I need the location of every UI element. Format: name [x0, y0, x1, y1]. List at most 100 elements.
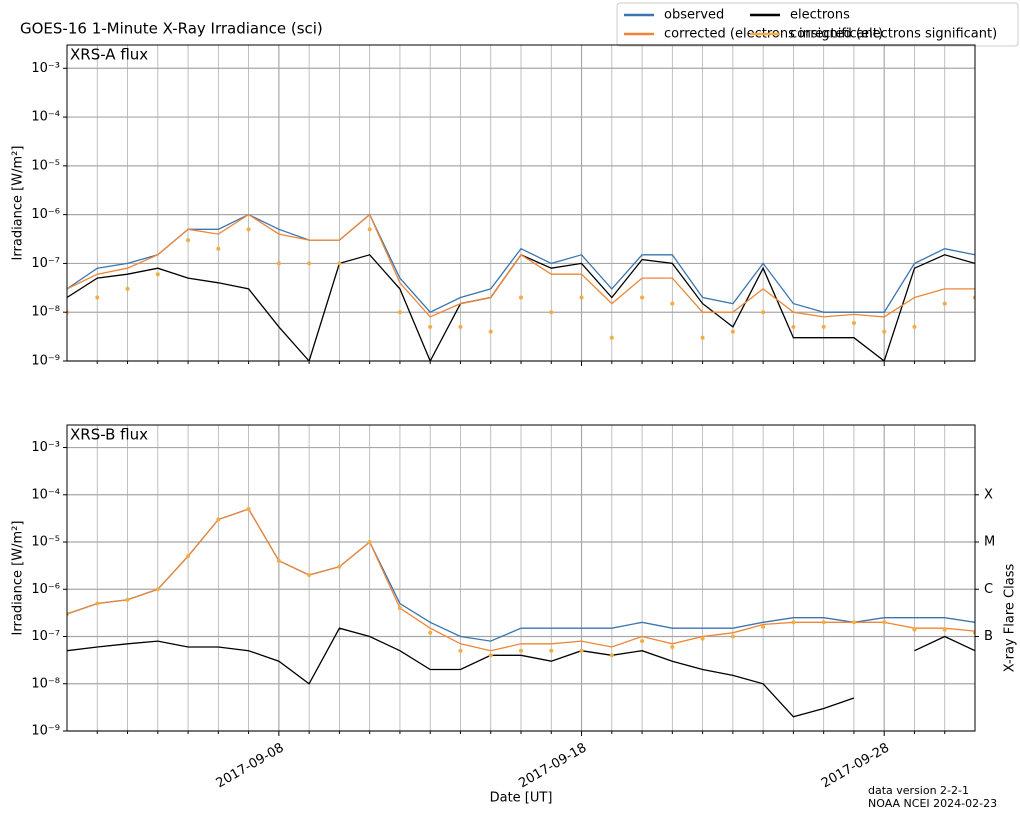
data-point	[216, 517, 221, 522]
plot-area	[67, 213, 975, 361]
y2-tick-label: M	[984, 535, 995, 550]
y-tick-label: 10⁻⁴	[31, 487, 60, 502]
data-point	[851, 620, 856, 625]
data-point	[519, 295, 523, 300]
panel-label: XRS-B flux	[70, 426, 148, 444]
data-point	[276, 261, 281, 266]
data-point	[700, 335, 705, 340]
data-point	[640, 295, 645, 300]
data-point	[670, 644, 675, 649]
series-line	[67, 213, 975, 318]
data-point	[579, 648, 584, 653]
series-line	[67, 627, 975, 718]
data-point	[488, 329, 493, 334]
data-point	[428, 324, 433, 329]
data-point	[609, 335, 614, 340]
data-point	[307, 261, 312, 266]
x-tick-label: 2017-09-08	[214, 741, 287, 792]
data-point	[397, 606, 402, 611]
data-point	[670, 301, 675, 306]
legend-box	[616, 2, 1019, 47]
data-point	[246, 227, 251, 232]
data-point	[882, 620, 887, 625]
data-point	[186, 238, 191, 243]
data-point	[216, 246, 221, 251]
data-point	[549, 648, 554, 653]
y-tick-label: 10⁻⁸	[31, 305, 60, 320]
data-point	[307, 573, 312, 578]
x-tick-label: 2017-09-18	[516, 741, 589, 792]
data-point	[851, 321, 856, 326]
data-point	[761, 624, 766, 629]
y-tick-label: 10⁻⁶	[31, 582, 60, 597]
legend-label: observed	[664, 8, 724, 23]
y-tick-label: 10⁻³	[31, 61, 60, 76]
plot-area	[67, 507, 975, 718]
panel-label: XRS-A flux	[70, 46, 148, 64]
data-point	[95, 601, 100, 606]
data-point	[942, 301, 947, 306]
y-tick-label: 10⁻³	[31, 440, 60, 455]
y2-tick-label: X	[984, 487, 993, 502]
series-line	[67, 213, 975, 313]
footer-line: NOAA NCEI 2024-02-23	[868, 797, 997, 810]
data-point	[428, 630, 433, 635]
y2-tick-label: B	[984, 629, 993, 644]
data-point	[519, 648, 523, 653]
data-point	[397, 310, 402, 315]
y2-axis-label: X-ray Flare Class	[1003, 564, 1018, 673]
y-tick-label: 10⁻⁷	[31, 256, 60, 271]
footer-line: data version 2-2-1	[868, 784, 969, 797]
data-point	[912, 627, 917, 632]
data-point	[579, 295, 584, 300]
data-point	[549, 310, 554, 315]
legend-label: corrected (electrons significant)	[790, 27, 997, 42]
data-point	[125, 597, 130, 602]
data-point	[155, 587, 160, 592]
y-axis-label: Irradiance [W/m²]	[11, 146, 26, 261]
data-point	[337, 261, 342, 266]
data-point	[791, 620, 796, 625]
data-point	[246, 507, 251, 512]
data-point	[821, 324, 826, 329]
y-tick-label: 10⁻⁵	[31, 158, 60, 173]
figure-title: GOES-16 1-Minute X-Ray Irradiance (sci)	[20, 20, 323, 38]
data-point	[125, 286, 130, 291]
y2-tick-label: C	[984, 582, 993, 597]
y-tick-label: 10⁻⁹	[31, 724, 60, 739]
data-point	[609, 653, 614, 658]
data-point	[821, 620, 826, 625]
data-point	[640, 639, 645, 644]
data-point	[761, 310, 766, 315]
data-point	[488, 653, 493, 658]
y-tick-label: 10⁻⁷	[31, 629, 60, 644]
data-point	[458, 648, 463, 653]
data-point	[95, 295, 100, 300]
data-point	[186, 554, 191, 559]
data-point	[367, 540, 372, 545]
data-point	[367, 227, 372, 232]
data-point	[730, 634, 735, 639]
data-point	[276, 558, 281, 563]
data-point	[337, 564, 342, 569]
axes-frame	[66, 44, 976, 362]
axes-frame	[66, 424, 976, 732]
y-axis-label: Irradiance [W/m²]	[11, 521, 26, 636]
data-point	[912, 324, 917, 329]
y-tick-label: 10⁻⁹	[31, 354, 60, 369]
data-point	[155, 272, 160, 277]
data-point	[700, 636, 705, 641]
data-point	[882, 329, 887, 334]
data-point	[942, 627, 947, 632]
y-tick-label: 10⁻⁸	[31, 676, 60, 691]
y-tick-label: 10⁻⁶	[31, 207, 60, 222]
y-tick-label: 10⁻⁵	[31, 535, 60, 550]
legend-label: electrons	[790, 8, 850, 23]
data-point	[791, 324, 796, 329]
x-axis-label: Date [UT]	[490, 791, 553, 806]
data-point	[730, 329, 735, 334]
y-tick-label: 10⁻⁴	[31, 110, 60, 125]
data-point	[458, 324, 463, 329]
